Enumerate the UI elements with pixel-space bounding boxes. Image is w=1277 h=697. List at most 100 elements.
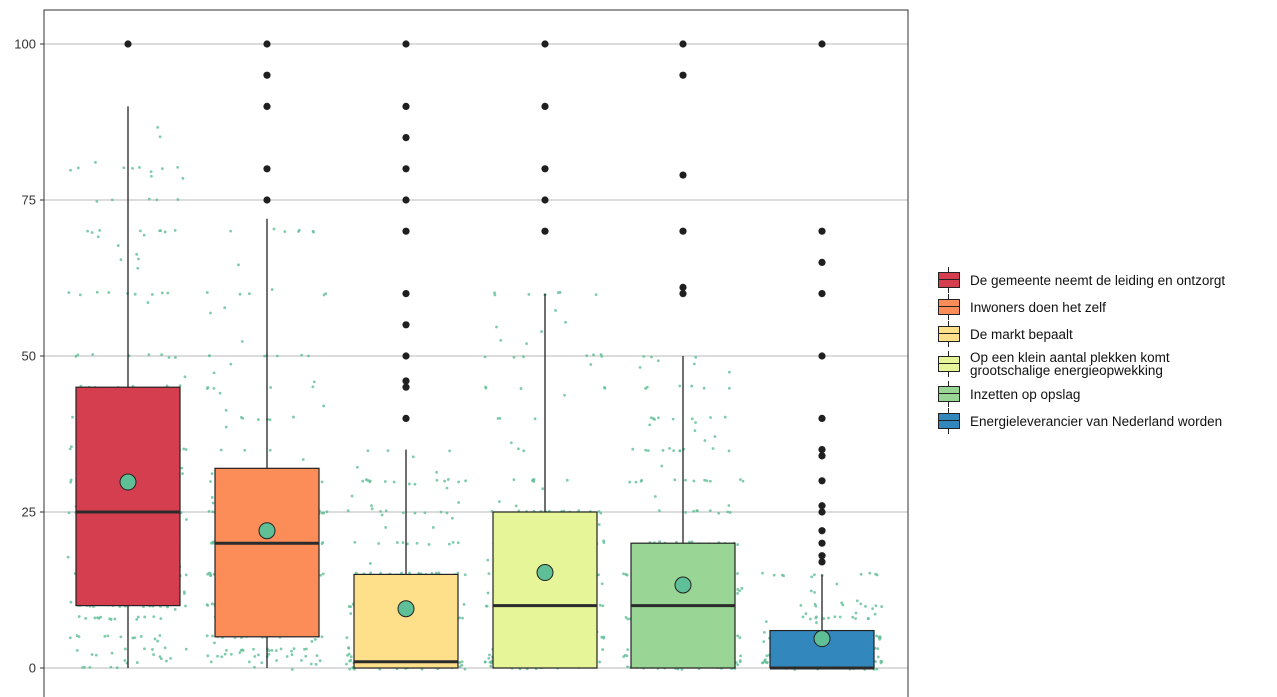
jitter-point <box>462 603 466 606</box>
jitter-point <box>673 478 677 482</box>
jitter-point <box>395 541 399 544</box>
jitter-point <box>107 291 111 294</box>
jitter-point <box>602 539 605 543</box>
jitter-point <box>300 353 304 357</box>
outlier-point <box>818 508 826 516</box>
plot-panel-border <box>43 9 909 697</box>
jitter-point <box>401 541 405 544</box>
outlier-point <box>402 290 410 298</box>
outlier-point <box>818 227 826 235</box>
outlier-point <box>402 102 410 110</box>
jitter-point <box>83 665 86 669</box>
jitter-point <box>565 478 569 482</box>
jitter-point <box>184 448 188 451</box>
jitter-point <box>184 647 188 651</box>
jitter-point <box>76 166 80 170</box>
jitter-point <box>109 618 113 621</box>
jitter-point <box>671 417 675 421</box>
jitter-point <box>456 571 460 575</box>
jitter-point <box>736 592 740 595</box>
jitter-point <box>516 447 520 451</box>
jitter-point <box>624 615 628 619</box>
jitter-point <box>160 291 164 295</box>
jitter-point <box>445 486 449 490</box>
outlier-point <box>818 40 826 48</box>
jitter-point <box>644 448 648 452</box>
jitter-point <box>727 504 731 507</box>
outlier-point <box>263 40 271 48</box>
jitter-point <box>457 501 461 504</box>
jitter-point <box>349 612 353 615</box>
jitter-point <box>489 660 493 664</box>
outlier-point <box>818 527 826 535</box>
jitter-point <box>813 573 816 577</box>
outlier-point <box>541 165 549 173</box>
jitter-point <box>263 354 266 358</box>
jitter-point <box>290 653 294 657</box>
jitter-point <box>804 612 808 616</box>
jitter-point <box>692 362 696 366</box>
jitter-point <box>874 660 877 663</box>
gridlines <box>44 43 908 669</box>
outlier-point <box>402 414 410 422</box>
jitter-point <box>446 478 450 481</box>
outlier-point <box>679 71 687 79</box>
jitter-point <box>458 665 462 669</box>
jitter-point <box>213 641 216 645</box>
jitter-point <box>727 386 731 390</box>
jitter-point <box>493 291 496 295</box>
jitter-point <box>315 654 319 658</box>
jitter-point <box>267 652 271 656</box>
jitter-point <box>207 571 211 575</box>
jitter-point <box>133 292 137 296</box>
jitter-point <box>209 574 212 578</box>
jitter-point <box>652 417 655 420</box>
jitter-point <box>736 588 740 591</box>
jitter-point <box>841 603 845 607</box>
box-plot-chart: 0 25 50 75 100 <box>14 9 909 697</box>
jitter-point <box>509 441 513 445</box>
jitter-point <box>212 386 216 390</box>
jitter-point <box>156 125 160 129</box>
jitter-point <box>237 263 240 267</box>
jitter-point <box>268 418 272 422</box>
jitter-point <box>649 416 653 420</box>
jitter-point <box>349 655 353 659</box>
jitter-point <box>123 647 127 651</box>
jitter-point <box>304 654 308 658</box>
jitter-point <box>427 543 431 546</box>
jitter-point <box>532 480 536 483</box>
jitter-point <box>368 479 372 483</box>
jitter-point <box>380 513 384 517</box>
y-tick-label: 25 <box>22 505 36 520</box>
jitter-point <box>827 616 830 620</box>
jitter-point <box>736 572 739 575</box>
jitter-point <box>253 654 257 658</box>
jitter-point <box>225 648 228 652</box>
legend-swatch <box>938 386 960 402</box>
jitter-point <box>484 386 488 390</box>
jitter-point <box>875 667 879 671</box>
jitter-point <box>241 648 245 652</box>
jitter-point <box>377 542 381 545</box>
jitter-point <box>95 199 99 203</box>
jitter-point <box>877 635 881 639</box>
jitter-point <box>84 616 88 620</box>
jitter-point <box>713 435 717 438</box>
jitter-point <box>160 353 163 357</box>
jitter-point <box>564 320 567 324</box>
jitter-point <box>313 638 317 641</box>
jitter-point <box>727 449 731 453</box>
legend-label: De markt bepaalt <box>970 326 1073 342</box>
mean-marker <box>674 576 692 594</box>
y-tick-label: 0 <box>29 661 36 676</box>
jitter-point <box>180 466 184 470</box>
jitter-point <box>224 425 228 429</box>
legend-swatch <box>938 326 960 342</box>
jitter-point <box>347 652 351 656</box>
jitter-point <box>408 482 411 486</box>
jitter-point <box>859 572 863 576</box>
jitter-point <box>709 416 712 419</box>
jitter-point <box>708 479 712 483</box>
legend-swatch <box>938 356 960 372</box>
